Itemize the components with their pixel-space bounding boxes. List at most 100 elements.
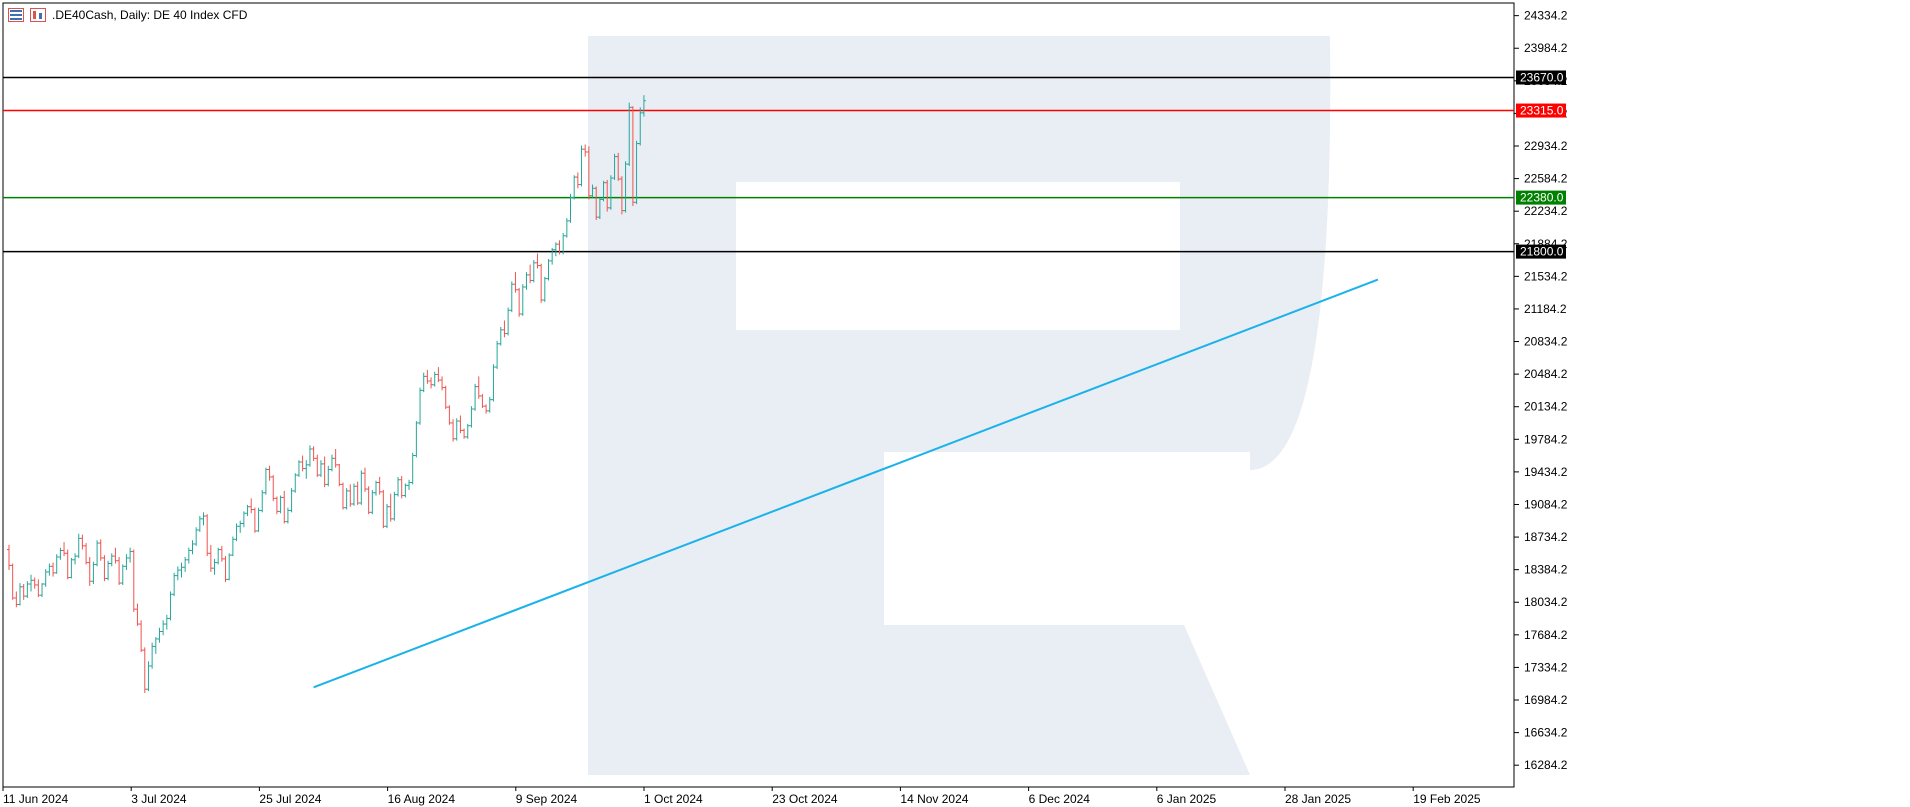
ohlc-bar	[307, 445, 312, 467]
ohlc-bar	[51, 562, 56, 577]
y-tick-label: 20484.2	[1524, 367, 1568, 381]
level-label-value: 23315.0	[1520, 104, 1564, 118]
ohlc-bar	[142, 647, 147, 693]
ohlc-bar	[451, 419, 456, 442]
ohlc-bar	[630, 106, 635, 206]
y-tick-label: 16984.2	[1524, 693, 1568, 707]
ohlc-bar	[304, 460, 309, 479]
x-tick-label: 6 Jan 2025	[1157, 792, 1217, 806]
x-tick-label: 19 Feb 2025	[1413, 792, 1481, 806]
ohlc-bar	[183, 557, 188, 572]
chart-type-icon[interactable]	[30, 8, 46, 22]
level-label-value: 21800.0	[1520, 245, 1564, 259]
ohlc-bar	[502, 320, 507, 338]
ohlc-bar	[337, 463, 342, 487]
y-tick-label: 17334.2	[1524, 660, 1568, 674]
ohlc-bar	[557, 240, 562, 255]
ohlc-bar	[157, 627, 162, 643]
y-tick-label: 17684.2	[1524, 628, 1568, 642]
ohlc-bar	[135, 603, 140, 626]
ohlc-bar	[65, 549, 70, 580]
ohlc-bar	[241, 511, 246, 528]
y-tick-label: 16284.2	[1524, 758, 1568, 772]
ohlc-bar	[43, 569, 48, 587]
ohlc-bar	[227, 553, 232, 581]
ohlc-bar	[608, 175, 613, 210]
ohlc-bar	[396, 476, 401, 497]
ohlc-bar	[131, 549, 136, 612]
ohlc-bar	[579, 145, 584, 187]
ohlc-bar	[542, 276, 547, 302]
ohlc-bar	[73, 553, 78, 565]
ohlc-bar	[487, 396, 492, 413]
ohlc-bar	[414, 421, 419, 458]
y-tick-label: 18384.2	[1524, 563, 1568, 577]
level-label-bg	[1516, 70, 1566, 85]
y-tick-label: 22234.2	[1524, 204, 1568, 218]
ohlc-bar	[186, 547, 191, 564]
ohlc-bar	[271, 475, 276, 502]
ohlc-bar	[318, 460, 323, 477]
x-tick-label: 28 Jan 2025	[1285, 792, 1351, 806]
ohlc-bar	[520, 284, 525, 316]
ohlc-bar	[392, 491, 397, 521]
ohlc-bar	[36, 579, 41, 598]
ohlc-bar	[263, 467, 268, 495]
ohlc-bar	[47, 563, 52, 576]
ohlc-bar	[469, 406, 474, 428]
y-tick-label: 23984.2	[1524, 41, 1568, 55]
ohlc-bar	[366, 486, 371, 515]
plot-frame	[2, 2, 1515, 788]
ohlc-bar	[432, 371, 437, 387]
list-view-icon[interactable]	[8, 8, 24, 22]
ohlc-bar	[612, 153, 617, 180]
ohlc-bar	[267, 465, 272, 481]
ohlc-bar	[429, 377, 434, 389]
ohlc-bar	[296, 460, 301, 477]
ohlc-bar	[462, 428, 467, 439]
ohlc-bar	[458, 415, 463, 434]
ohlc-bar	[18, 583, 23, 606]
ohlc-bar	[205, 514, 210, 557]
y-tick-label: 19434.2	[1524, 465, 1568, 479]
ohlc-bar	[146, 661, 151, 692]
level-label: 23670.0	[1516, 70, 1566, 85]
ohlc-bar	[69, 557, 74, 579]
ohlc-bar	[509, 281, 514, 313]
ohlc-bar	[586, 146, 591, 200]
ohlc-bar	[351, 483, 356, 506]
ohlc-bar	[362, 467, 367, 492]
ohlc-bar	[619, 176, 624, 215]
ohlc-bar	[164, 614, 169, 630]
ohlc-bar	[491, 364, 496, 402]
ohlc-bar	[161, 620, 166, 636]
ohlc-bar	[223, 556, 228, 583]
ohlc-bar	[62, 542, 67, 557]
trendline	[313, 278, 1379, 689]
ohlc-bar	[443, 385, 448, 409]
ohlc-bar	[333, 449, 338, 468]
ohlc-bar	[109, 553, 114, 567]
ohlc-bar	[32, 577, 37, 589]
ohlc-bar	[106, 560, 111, 581]
ohlc-bar	[623, 161, 628, 213]
ohlc-bar	[539, 263, 544, 303]
x-tick-label: 14 Nov 2024	[900, 792, 968, 806]
watermark-logo	[588, 36, 1331, 775]
level-label-bg	[1516, 103, 1566, 118]
watermark-hole	[736, 182, 1180, 330]
x-axis: 11 Jun 2024 3 Jul 2024 25 Jul 2024 16 Aug 2…	[2, 787, 1481, 806]
ohlc-bar	[524, 272, 529, 290]
ohlc-bar	[329, 454, 334, 472]
ohlc-bar	[84, 543, 89, 565]
ohlc-bar	[208, 544, 213, 572]
ohlc-bar	[590, 184, 595, 198]
ohlc-bar	[425, 369, 430, 384]
ohlc-bar	[252, 507, 257, 533]
ohlc-bar	[476, 376, 481, 399]
x-tick-label: 16 Aug 2024	[388, 792, 456, 806]
ohlc-bar	[638, 107, 643, 146]
ohlc-bar	[440, 376, 445, 391]
